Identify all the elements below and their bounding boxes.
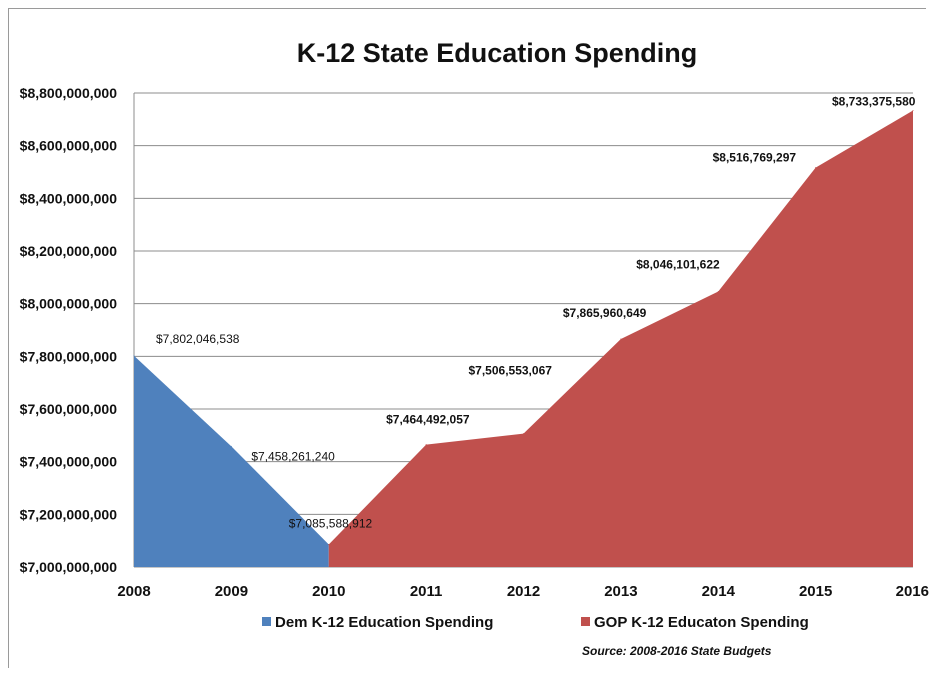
x-tick-label: 2011 — [410, 583, 443, 600]
data-label: $7,085,588,912 — [289, 516, 373, 530]
x-tick-label: 2015 — [799, 583, 832, 600]
data-point — [425, 444, 427, 446]
data-label: $7,458,261,240 — [251, 449, 335, 463]
y-tick-label: $8,000,000,000 — [20, 296, 118, 312]
legend: Dem K-12 Education Spending GOP K-12 Edu… — [262, 614, 809, 631]
legend-swatch-gop — [581, 617, 590, 626]
y-axis-ticks: $7,000,000,000 $7,200,000,000 $7,400,000,0… — [20, 85, 118, 575]
data-labels: $7,802,046,538 $7,458,261,240 $7,085,588,9… — [156, 95, 916, 531]
data-label: $7,464,492,057 — [386, 413, 470, 427]
chart-title: K-12 State Education Spending — [297, 38, 698, 68]
y-tick-label: $7,200,000,000 — [20, 506, 118, 522]
data-point — [620, 338, 622, 340]
x-tick-label: 2012 — [507, 583, 540, 600]
y-tick-label: $7,600,000,000 — [20, 401, 118, 417]
data-label: $7,506,553,067 — [469, 364, 553, 378]
data-label: $7,802,046,538 — [156, 332, 240, 346]
data-point — [230, 445, 232, 447]
x-tick-label: 2008 — [117, 583, 150, 600]
data-label: $8,733,375,580 — [832, 95, 916, 109]
y-tick-label: $8,400,000,000 — [20, 190, 118, 206]
data-point — [523, 433, 524, 435]
y-tick-label: $7,000,000,000 — [20, 559, 118, 575]
data-point — [328, 543, 330, 545]
x-tick-label: 2013 — [604, 583, 637, 600]
source-note: Source: 2008-2016 State Budgets — [582, 644, 772, 658]
x-tick-label: 2016 — [896, 583, 929, 600]
data-point — [717, 291, 719, 293]
data-label: $7,865,960,649 — [563, 306, 647, 320]
y-tick-label: $8,600,000,000 — [20, 138, 118, 154]
chart-frame — [8, 8, 926, 668]
data-label: $8,516,769,297 — [713, 151, 797, 165]
area-series — [133, 110, 914, 567]
data-point — [815, 167, 817, 169]
y-tick-label: $8,200,000,000 — [20, 243, 118, 259]
data-point — [912, 110, 914, 112]
x-tick-label: 2014 — [702, 583, 736, 600]
legend-label-dem: Dem K-12 Education Spending — [275, 614, 493, 631]
data-label: $8,046,101,622 — [636, 258, 720, 272]
y-tick-label: $8,800,000,000 — [20, 85, 118, 101]
x-axis-ticks: 2008 2009 2010 2011 2012 2013 2014 2015 2016 — [117, 583, 929, 600]
area-gop — [328, 110, 913, 567]
legend-label-gop: GOP K-12 Educaton Spending — [594, 614, 809, 631]
data-point — [133, 355, 135, 357]
y-tick-label: $7,400,000,000 — [20, 454, 118, 470]
y-tick-label: $7,800,000,000 — [20, 348, 118, 364]
legend-swatch-dem — [262, 617, 271, 626]
x-tick-label: 2009 — [215, 583, 248, 600]
area-dem — [134, 355, 329, 567]
x-tick-label: 2010 — [312, 583, 345, 600]
